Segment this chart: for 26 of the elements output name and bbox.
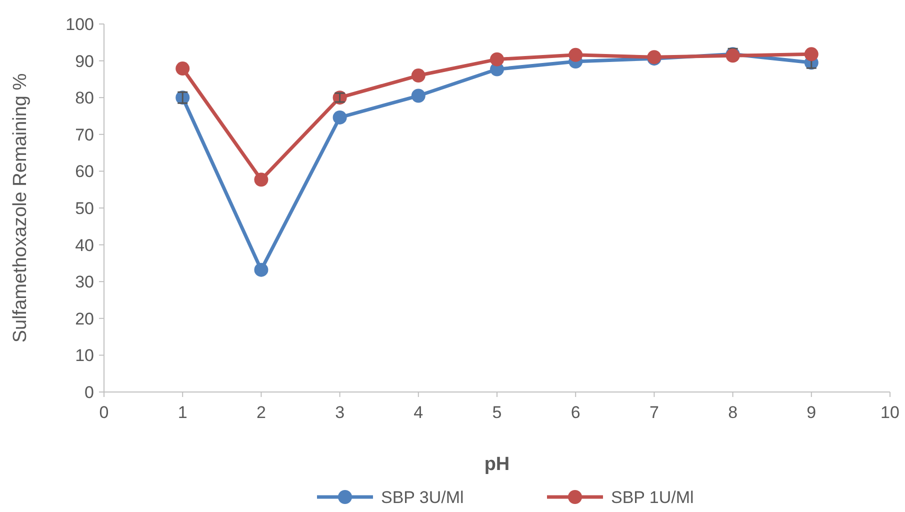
legend-label: SBP 3U/Ml: [381, 488, 464, 507]
y-tick-label: 80: [75, 88, 94, 108]
y-tick-label: 50: [75, 198, 94, 218]
legend-label: SBP 1U/Ml: [611, 488, 694, 507]
y-tick-label: 100: [66, 14, 94, 34]
x-tick-label: 7: [649, 403, 659, 422]
x-tick-label: 10: [880, 403, 900, 422]
y-tick-label: 20: [75, 309, 94, 328]
y-tick-label: 30: [75, 272, 94, 292]
y-tick-label: 90: [75, 52, 94, 71]
x-tick-label: 2: [256, 403, 266, 422]
x-tick-label: 9: [806, 403, 816, 422]
y-tick-label: 10: [75, 346, 94, 366]
x-tick-label: 1: [178, 403, 188, 422]
y-tick-label: 40: [75, 236, 94, 255]
y-tick-label: 0: [84, 382, 94, 402]
x-axis-title: pH: [484, 454, 510, 475]
x-tick-label: 0: [99, 403, 109, 422]
x-tick-label: 8: [728, 403, 738, 422]
y-axis-title: Sulfamethoxazole Remaining %: [10, 73, 31, 343]
y-tick-label: 70: [75, 125, 94, 144]
x-tick-label: 6: [570, 403, 580, 422]
x-tick-label: 4: [414, 403, 424, 422]
y-tick-label: 60: [75, 162, 94, 182]
x-tick-label: 5: [492, 403, 502, 422]
x-tick-label: 3: [335, 403, 345, 422]
